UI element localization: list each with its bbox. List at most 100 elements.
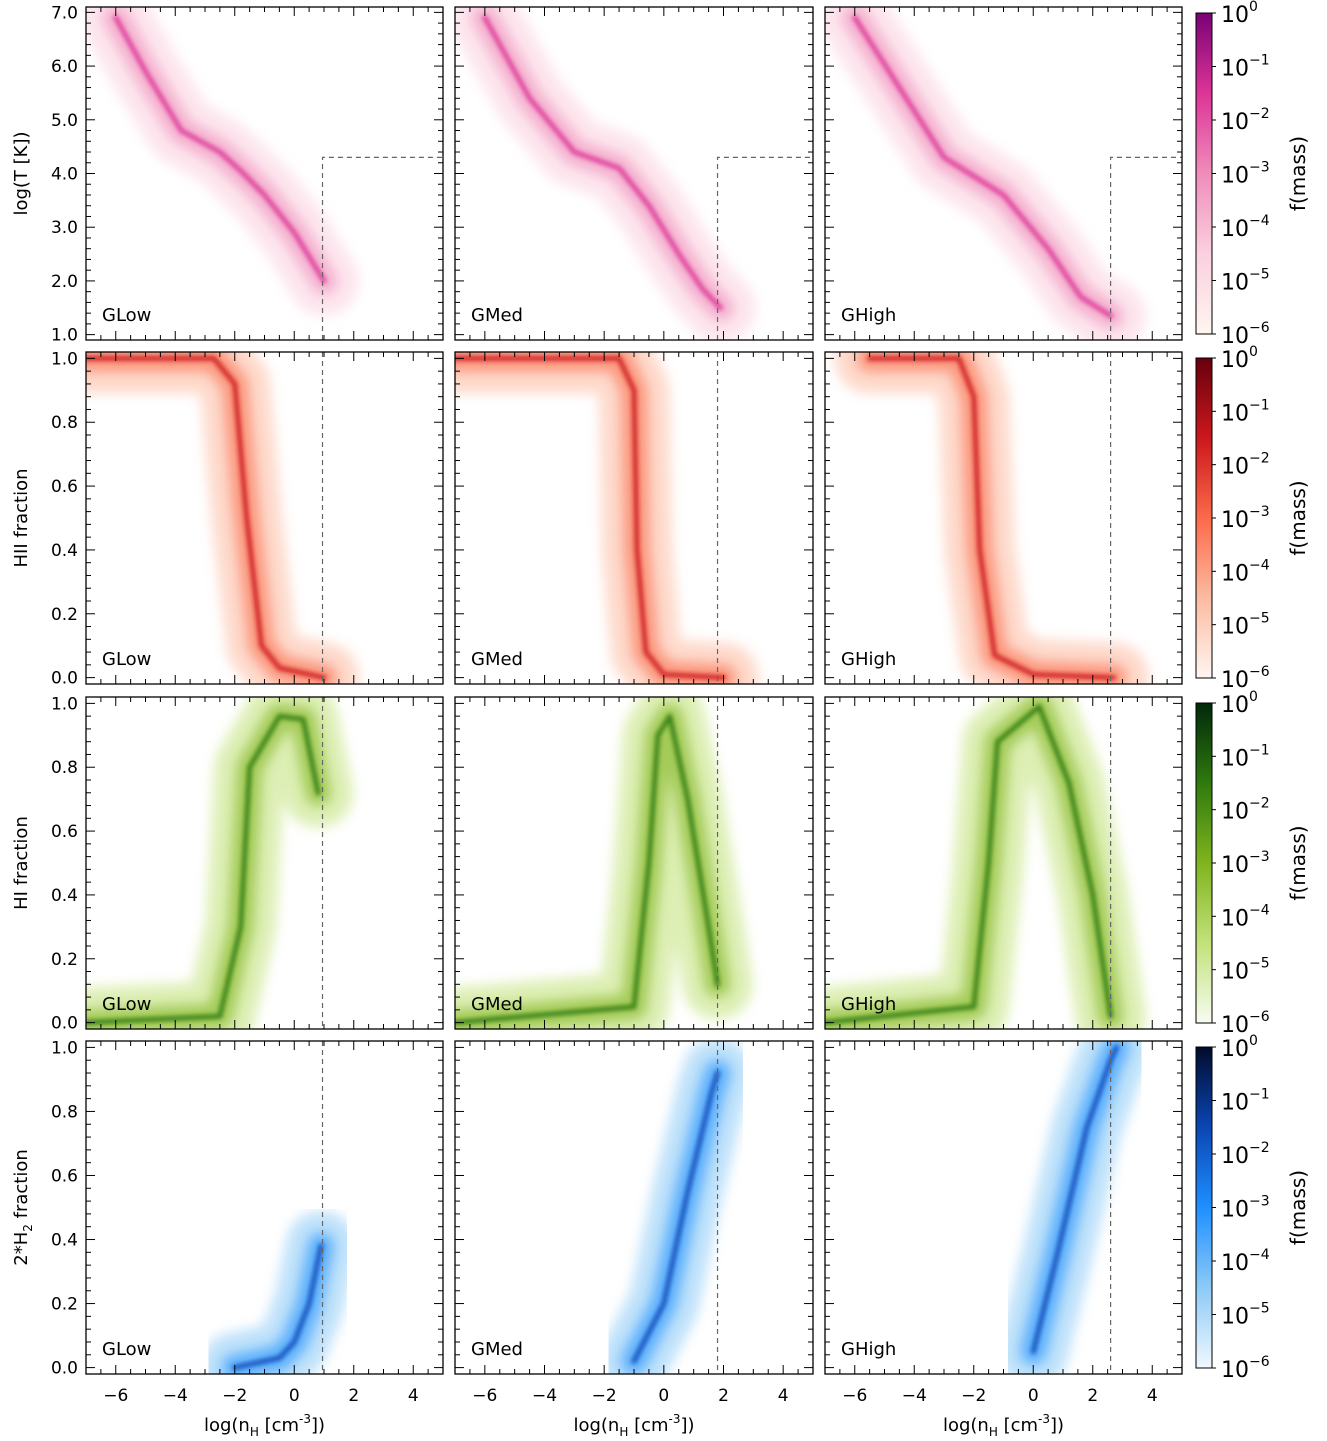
colorbar-tick-label: 10−5 xyxy=(1221,267,1270,296)
threshold-line xyxy=(321,156,443,340)
y-ticks xyxy=(825,702,1182,1024)
colorbar-tick-exp: −5 xyxy=(1249,956,1270,972)
colorbar-tick-exp: −3 xyxy=(1249,1194,1270,1210)
density-ridge xyxy=(482,15,723,311)
y-tick-label: 2.0 xyxy=(51,272,78,292)
colorbar-tick-base: 10 xyxy=(1221,57,1249,82)
panel-label: GLow xyxy=(102,1339,151,1360)
panel-temp-ghigh xyxy=(825,7,1182,340)
panel-temp-gmed xyxy=(455,7,813,340)
colorbar-tick-base: 10 xyxy=(1221,324,1249,349)
y-tick-label: 0.4 xyxy=(51,541,78,561)
y-axis-label: HII fraction xyxy=(11,468,32,567)
x-ticks xyxy=(85,352,444,684)
colorbar-tick-exp: 0 xyxy=(1249,0,1258,15)
colorbar-tick-label: 10−6 xyxy=(1221,664,1270,693)
y-axis-label: log(T [K]) xyxy=(11,131,32,215)
colorbar-tick-base: 10 xyxy=(1221,1013,1249,1038)
colorbar-tick-label: 10−2 xyxy=(1221,1140,1270,1169)
colorbar-tick-base: 10 xyxy=(1221,455,1249,480)
panel-hi-ghigh xyxy=(825,697,1182,1029)
colorbar-tick-label: 10−1 xyxy=(1221,53,1270,82)
x-axis-label-mid: [cm xyxy=(628,1415,668,1436)
y-ticks xyxy=(86,1046,443,1369)
colorbar-tick-exp: −5 xyxy=(1249,611,1270,627)
x-axis-label: log(nH [cm-3]) xyxy=(573,1412,694,1439)
y-ticks xyxy=(455,11,813,336)
x-tick-label: 4 xyxy=(778,1386,789,1406)
colorbar-tick-label: 10−1 xyxy=(1221,1087,1270,1116)
x-axis-label: log(nH [cm-3]) xyxy=(943,1412,1064,1439)
x-ticks xyxy=(824,697,1183,1029)
y-axis-label: 2*H2 fraction xyxy=(11,1149,35,1266)
x-tick-label: 2 xyxy=(348,1386,359,1406)
density-ridge xyxy=(1030,1044,1119,1355)
panel-label: GMed xyxy=(471,994,523,1015)
colorbar-tick-base: 10 xyxy=(1221,800,1249,825)
colorbar-tick-label: 10−4 xyxy=(1221,213,1270,242)
x-axis-label-sub: H xyxy=(250,1425,259,1439)
colorbar-tick-exp: −3 xyxy=(1249,504,1270,520)
colorbar-tick-label: 10−6 xyxy=(1221,320,1270,349)
y-tick-label: 0.8 xyxy=(51,1102,78,1122)
panel-hi-gmed xyxy=(455,697,813,1029)
x-axis-label-sub: H xyxy=(989,1425,998,1439)
y-tick-label: 1.0 xyxy=(51,1038,78,1058)
colorbar-tick-exp: −3 xyxy=(1249,849,1270,865)
y-ticks xyxy=(86,702,443,1024)
y-tick-label: 0.4 xyxy=(51,1231,78,1251)
x-axis-label-main: log(n xyxy=(204,1415,250,1436)
panel-label: GLow xyxy=(102,994,151,1015)
colorbar-tick-base: 10 xyxy=(1221,960,1249,985)
colorbar-label: f(mass) xyxy=(1286,136,1310,211)
y-ticks xyxy=(86,357,443,679)
colorbar-tick-exp: −6 xyxy=(1249,1354,1270,1370)
colorbar-tick-exp: −2 xyxy=(1249,1140,1270,1156)
x-tick-label: −4 xyxy=(163,1386,188,1406)
y-axis-label: HI fraction xyxy=(11,816,32,910)
colorbar-tick-label: 10−6 xyxy=(1221,1009,1270,1038)
panel-hii-ghigh xyxy=(825,352,1182,684)
x-ticks xyxy=(85,1041,444,1374)
colorbar-tick-exp: −6 xyxy=(1249,664,1270,680)
colorbar-tick-label: 100 xyxy=(1221,0,1258,28)
x-axis-label-mid: [cm xyxy=(998,1415,1038,1436)
x-tick-label: −4 xyxy=(902,1386,927,1406)
density-ridge xyxy=(631,1070,720,1364)
threshold-line xyxy=(1110,156,1182,340)
x-axis-label-tail: ]) xyxy=(681,1415,695,1436)
colorbar-tick-base: 10 xyxy=(1221,3,1249,28)
colorbar-h2 xyxy=(1195,1046,1213,1369)
colorbar-tick-base: 10 xyxy=(1221,348,1249,373)
colorbar-tick-exp: −1 xyxy=(1249,397,1270,413)
y-tick-label: 1.0 xyxy=(51,349,78,369)
x-axis-label-mid: [cm xyxy=(259,1415,299,1436)
colorbar-tick-label: 10−1 xyxy=(1221,397,1270,426)
y-tick-label: 1.0 xyxy=(51,694,78,714)
colorbar-hii xyxy=(1195,357,1213,679)
panel-h2-gmed xyxy=(455,1041,813,1374)
y-tick-label: 0.2 xyxy=(51,1295,78,1315)
density-ridge xyxy=(825,704,1114,1026)
x-ticks xyxy=(454,1041,814,1374)
y-tick-label: 0.4 xyxy=(51,886,78,906)
x-tick-label: 4 xyxy=(1147,1386,1158,1406)
colorbar-tick-base: 10 xyxy=(1221,1305,1249,1330)
x-ticks xyxy=(454,352,814,684)
x-ticks xyxy=(454,7,814,340)
colorbar-tick-label: 10−4 xyxy=(1221,1247,1270,1276)
threshold-line xyxy=(716,156,813,340)
colorbar-tick-base: 10 xyxy=(1221,1358,1249,1383)
colorbar-tick-label: 10−3 xyxy=(1221,849,1270,878)
colorbar-tick-exp: −1 xyxy=(1249,742,1270,758)
y-axis-label-tail: fraction xyxy=(11,1149,32,1224)
density-ridge xyxy=(455,713,720,1026)
x-tick-label: −6 xyxy=(472,1386,497,1406)
colorbar-tick-label: 10−1 xyxy=(1221,742,1270,771)
x-tick-label: −2 xyxy=(961,1386,986,1406)
density-ridge xyxy=(852,15,1114,319)
colorbar-tick-base: 10 xyxy=(1221,746,1249,771)
x-axis-label-tail: ]) xyxy=(1050,1415,1064,1436)
y-ticks xyxy=(825,357,1182,679)
